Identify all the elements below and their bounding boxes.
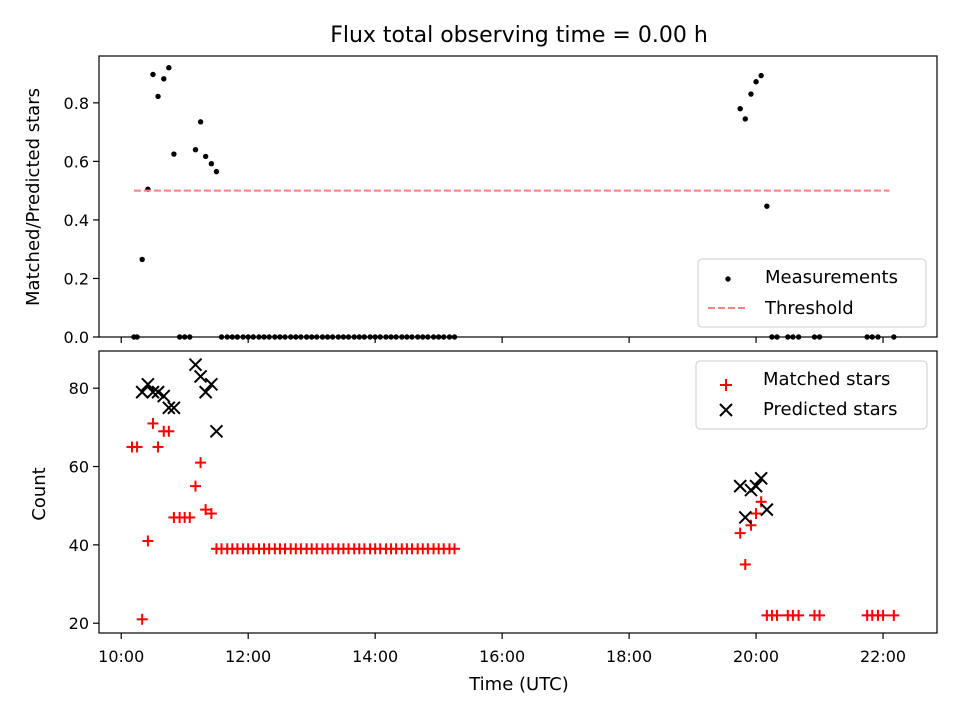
top-axes-frame	[98, 55, 938, 338]
predicted-star-point	[146, 385, 160, 399]
predicted-star-point	[167, 401, 181, 415]
top-y-tick-label: 0.2	[64, 269, 89, 288]
predicted-star-point	[198, 385, 213, 399]
measurement-point	[171, 151, 177, 157]
matched-star-point	[195, 457, 207, 469]
matched-star-point	[200, 504, 212, 516]
predicted-star-point	[151, 385, 165, 399]
bottom-x-tick-label: 12:00	[225, 647, 271, 666]
measurement-point	[202, 153, 209, 160]
measurement-point	[166, 65, 172, 71]
predicted-star-point	[760, 502, 774, 517]
matched-star-point	[189, 480, 201, 492]
top-panel: 0.00.20.40.60.8 Matched/Predicted stars …	[23, 55, 938, 347]
top-y-tick-label: 0.0	[64, 328, 89, 347]
x-axis-label: Time (UTC)	[468, 674, 569, 695]
bottom-x-tick-label: 14:00	[352, 647, 398, 666]
bottom-legend-box	[695, 360, 928, 430]
predicted-star-point	[141, 377, 155, 391]
top-legend: Measurements Threshold	[697, 258, 927, 328]
bottom-y-tick-label: 40	[69, 536, 89, 555]
predicted-star-point	[754, 471, 768, 485]
measurement-point	[150, 71, 156, 78]
predicted-star-point	[738, 510, 752, 525]
measurement-point	[197, 119, 204, 125]
bottom-x-tick-label: 18:00	[606, 647, 652, 666]
matched-star-point	[771, 609, 783, 621]
top-legend-box	[697, 258, 927, 328]
predicted-star-point	[733, 479, 747, 493]
matched-star-point	[877, 609, 889, 621]
measurement-point	[753, 79, 759, 85]
measurement-point	[208, 161, 215, 167]
top-y-axis-label: Matched/Predicted stars	[23, 88, 44, 306]
top-plot-marks	[131, 65, 897, 340]
matched-star-point	[205, 508, 217, 520]
bottom-y-tick-label: 20	[69, 614, 89, 633]
bottom-y-axis-label: Count	[29, 467, 50, 520]
predicted-star-point	[193, 369, 208, 384]
legend-label-threshold: Threshold	[764, 298, 854, 319]
top-y-tick-label: 0.6	[64, 152, 89, 171]
matched-star-point	[449, 543, 461, 555]
predicted-star-point	[209, 424, 224, 438]
bottom-legend: Matched stars Predicted stars	[695, 360, 928, 430]
matched-star-point	[739, 558, 751, 570]
predicted-star-point	[135, 385, 149, 399]
measurement-point	[748, 91, 754, 97]
measurement-point	[192, 146, 199, 153]
bottom-y-tick-label: 60	[69, 458, 89, 477]
predicted-star-point	[204, 377, 219, 391]
top-y-ticks: 0.0 0.2 0.4 0.6 0.8	[64, 94, 99, 347]
measurement-point	[764, 203, 770, 209]
matched-star-point	[734, 527, 746, 539]
matched-star-point	[750, 508, 762, 520]
matched-star-point	[745, 519, 757, 531]
top-x-ticks	[120, 337, 884, 343]
predicted-star-point	[162, 401, 176, 415]
legend-label-matched: Matched stars	[763, 369, 890, 390]
measurement-point	[758, 72, 764, 79]
measurement-point	[155, 93, 161, 100]
matched-star-point	[888, 609, 900, 621]
matched-star-point	[163, 425, 175, 437]
legend-marker-matched	[720, 379, 732, 391]
predicted-star-point	[749, 479, 763, 493]
measurement-point	[213, 168, 220, 175]
bottom-x-tick-label: 20:00	[733, 647, 779, 666]
matched-star-point	[142, 535, 154, 547]
bottom-y-ticks: 20 40 60 80	[69, 379, 99, 633]
bottom-x-tick-label: 22:00	[860, 647, 906, 666]
bottom-x-tick-label: 10:00	[98, 647, 144, 666]
bottom-y-tick-label: 80	[69, 379, 89, 398]
predicted-star-point	[157, 389, 171, 403]
matched-star-point	[152, 441, 164, 453]
legend-marker-predicted	[719, 403, 733, 417]
bottom-axes-frame	[98, 350, 938, 634]
measurement-point	[161, 76, 167, 82]
bottom-x-ticks: 10:00 12:00 14:00 16:00 18:00 20:00 22:00	[98, 633, 906, 666]
bottom-x-tick-label: 16:00	[479, 647, 525, 666]
legend-label-measurements: Measurements	[765, 267, 898, 288]
measurement-point	[737, 105, 743, 112]
measurement-point	[139, 256, 145, 263]
matched-star-point	[147, 417, 159, 429]
chart-title: Flux total observing time = 0.00 h	[330, 23, 708, 48]
matched-star-point	[793, 609, 805, 621]
legend-marker-measurements	[725, 276, 731, 282]
matched-star-point	[131, 441, 143, 453]
measurement-point	[742, 116, 748, 122]
bottom-panel: 20 40 60 80 10:00 12:00 14:00 16:00 18:00 20:00 2…	[29, 350, 938, 695]
matched-star-point	[755, 496, 767, 508]
legend-label-predicted: Predicted stars	[763, 399, 897, 420]
bottom-plot-marks	[126, 358, 900, 625]
top-y-tick-label: 0.4	[64, 211, 89, 230]
matched-star-point	[184, 511, 196, 523]
matched-star-point	[136, 613, 148, 625]
top-y-tick-label: 0.8	[64, 94, 89, 113]
matched-star-point	[814, 609, 826, 621]
predicted-star-point	[188, 358, 203, 372]
